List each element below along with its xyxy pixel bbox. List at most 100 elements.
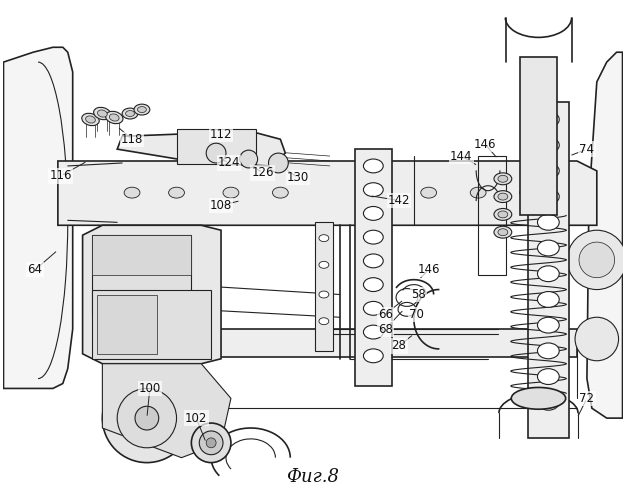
- Bar: [93, 235, 192, 275]
- Circle shape: [579, 242, 615, 278]
- Text: 70: 70: [409, 308, 424, 321]
- Circle shape: [192, 423, 231, 463]
- Ellipse shape: [82, 114, 100, 126]
- Text: 28: 28: [392, 340, 406, 352]
- Ellipse shape: [538, 138, 559, 153]
- Ellipse shape: [498, 211, 508, 218]
- Ellipse shape: [470, 187, 486, 198]
- Ellipse shape: [538, 368, 559, 384]
- Text: 124: 124: [218, 156, 240, 170]
- Ellipse shape: [364, 302, 383, 316]
- Text: 142: 142: [387, 194, 410, 207]
- Ellipse shape: [364, 325, 383, 339]
- Ellipse shape: [319, 291, 329, 298]
- Ellipse shape: [538, 292, 559, 308]
- Text: 72: 72: [580, 392, 595, 405]
- Ellipse shape: [498, 176, 508, 182]
- Ellipse shape: [494, 190, 512, 202]
- Circle shape: [269, 153, 289, 173]
- Circle shape: [103, 374, 192, 462]
- Ellipse shape: [421, 187, 436, 198]
- Ellipse shape: [371, 187, 387, 198]
- Ellipse shape: [319, 318, 329, 324]
- Ellipse shape: [538, 214, 559, 230]
- Ellipse shape: [494, 208, 512, 220]
- Ellipse shape: [538, 188, 559, 204]
- Polygon shape: [83, 226, 221, 364]
- Circle shape: [206, 438, 216, 448]
- Ellipse shape: [364, 254, 383, 268]
- Ellipse shape: [498, 228, 508, 235]
- Ellipse shape: [538, 112, 559, 128]
- Ellipse shape: [126, 110, 135, 116]
- Circle shape: [135, 406, 159, 430]
- Circle shape: [199, 431, 223, 454]
- Bar: [520, 57, 557, 216]
- Ellipse shape: [86, 116, 95, 123]
- Text: Фиг.8: Фиг.8: [287, 468, 339, 486]
- Ellipse shape: [106, 112, 123, 124]
- Bar: [177, 130, 255, 164]
- Polygon shape: [117, 132, 285, 166]
- Polygon shape: [103, 364, 231, 458]
- Bar: [93, 290, 211, 359]
- Text: 146: 146: [418, 264, 440, 276]
- Ellipse shape: [494, 173, 512, 184]
- Text: 112: 112: [210, 128, 232, 141]
- Circle shape: [117, 388, 177, 448]
- Ellipse shape: [538, 394, 559, 410]
- Text: 116: 116: [49, 170, 72, 182]
- Circle shape: [206, 143, 226, 163]
- Ellipse shape: [364, 230, 383, 244]
- Ellipse shape: [364, 349, 383, 362]
- Ellipse shape: [272, 187, 289, 198]
- Text: 144: 144: [450, 150, 473, 162]
- Ellipse shape: [538, 343, 559, 359]
- Text: 100: 100: [139, 382, 161, 395]
- Ellipse shape: [138, 106, 146, 112]
- Ellipse shape: [124, 187, 140, 198]
- Text: 74: 74: [580, 142, 595, 156]
- Text: 108: 108: [210, 199, 232, 212]
- Ellipse shape: [364, 159, 383, 173]
- Polygon shape: [58, 161, 597, 226]
- Ellipse shape: [168, 187, 185, 198]
- Bar: [98, 294, 156, 354]
- Ellipse shape: [110, 114, 119, 121]
- Ellipse shape: [223, 187, 239, 198]
- Bar: [112, 329, 577, 357]
- Text: 126: 126: [251, 166, 274, 179]
- Circle shape: [240, 150, 258, 168]
- Text: 58: 58: [411, 288, 426, 301]
- Text: 68: 68: [377, 322, 393, 336]
- Ellipse shape: [498, 193, 508, 200]
- Text: 102: 102: [185, 412, 207, 424]
- Bar: [354, 149, 392, 386]
- Ellipse shape: [319, 234, 329, 242]
- Text: 66: 66: [377, 308, 393, 321]
- Ellipse shape: [538, 240, 559, 256]
- Ellipse shape: [538, 317, 559, 333]
- Polygon shape: [4, 48, 73, 388]
- Ellipse shape: [94, 108, 111, 120]
- Ellipse shape: [98, 110, 107, 117]
- Ellipse shape: [511, 388, 566, 409]
- Bar: [528, 102, 569, 438]
- Circle shape: [575, 317, 618, 361]
- Polygon shape: [587, 52, 622, 418]
- Ellipse shape: [364, 278, 383, 291]
- Ellipse shape: [134, 104, 150, 115]
- Text: 130: 130: [287, 172, 309, 184]
- Ellipse shape: [122, 108, 138, 119]
- Ellipse shape: [538, 266, 559, 281]
- Ellipse shape: [364, 206, 383, 220]
- Ellipse shape: [319, 262, 329, 268]
- Ellipse shape: [494, 226, 512, 238]
- Ellipse shape: [364, 183, 383, 196]
- Bar: [93, 235, 192, 314]
- Ellipse shape: [538, 163, 559, 179]
- Text: 146: 146: [474, 138, 496, 150]
- Bar: [315, 222, 333, 351]
- Bar: [478, 156, 506, 274]
- Text: 118: 118: [121, 132, 143, 145]
